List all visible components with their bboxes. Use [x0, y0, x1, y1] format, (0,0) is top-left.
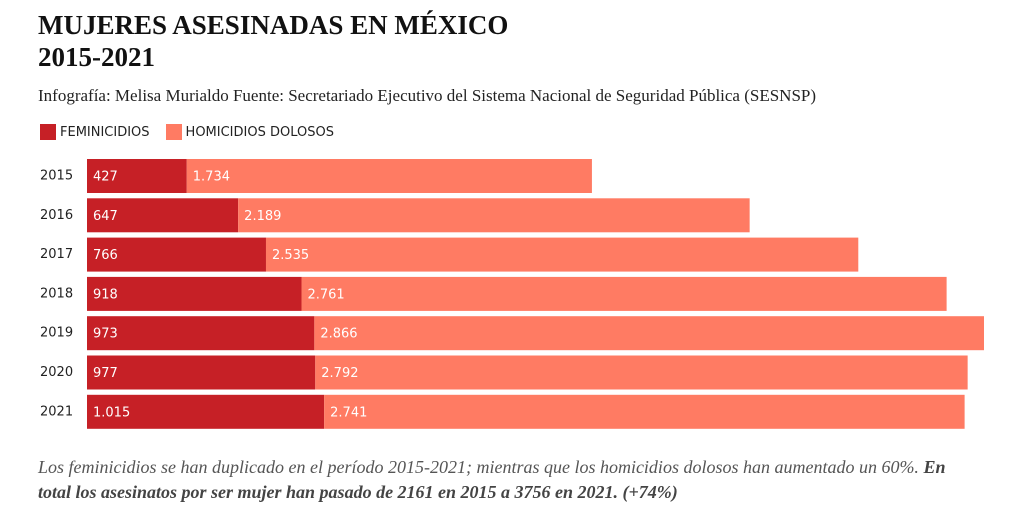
value-label: 2.792: [321, 366, 358, 381]
value-label: 973: [93, 327, 118, 342]
legend: FEMINICIDIOS HOMICIDIOS DOLOSOS: [40, 124, 334, 140]
chart-title: MUJERES ASESINADAS EN MÉXICO: [38, 10, 509, 40]
value-label: 427: [93, 170, 118, 185]
y-tick-label: 2018: [40, 286, 73, 301]
bar-segment: [87, 316, 315, 351]
value-label: 2.866: [320, 327, 357, 342]
legend-item: HOMICIDIOS DOLOSOS: [165, 124, 334, 140]
legend-label: HOMICIDIOS DOLOSOS: [185, 124, 334, 140]
bar-segment: [265, 237, 859, 272]
bar-segment: [314, 316, 984, 351]
y-tick-label: 2020: [40, 365, 73, 380]
bar-segment: [87, 198, 239, 233]
bar-segment: [87, 237, 266, 272]
bar-segment: [87, 159, 187, 193]
y-tick-label: 2017: [40, 247, 73, 262]
bar-segment: [301, 276, 947, 311]
value-label: 1.734: [193, 170, 230, 185]
bar-segment: [238, 198, 750, 233]
note-text: Los feminicidios se han duplicado en el …: [38, 457, 919, 477]
legend-swatch: [165, 124, 182, 140]
bar-segment: [87, 355, 316, 390]
bar-segment: [87, 394, 325, 429]
value-label: 647: [93, 209, 118, 224]
y-tick-label: 2016: [40, 208, 73, 223]
value-label: 2.535: [272, 248, 309, 263]
value-label: 1.015: [93, 405, 130, 420]
chart: 2015 427 1.734 2016 647 2.189 2017 766 2.535 2018…: [40, 159, 984, 429]
value-label: 766: [93, 248, 118, 263]
value-label: 2.189: [244, 209, 281, 224]
note-bold: En total los asesinatos por ser mujer ha…: [38, 457, 946, 502]
bar-segment: [87, 276, 302, 311]
bar-segment: [315, 355, 968, 390]
legend-item: FEMINICIDIOS: [40, 124, 150, 140]
value-label: 918: [93, 287, 118, 302]
bar-segment: [186, 159, 592, 193]
y-tick-label: 2019: [40, 326, 73, 341]
value-label: 2.761: [307, 287, 344, 302]
chart-title: 2015-2021: [38, 42, 155, 72]
subtitle: Infografía: Melisa Murialdo Fuente: Secr…: [38, 86, 817, 105]
y-tick-label: 2021: [40, 404, 73, 419]
legend-swatch: [40, 124, 56, 140]
y-tick-label: 2015: [40, 169, 73, 184]
note: Los feminicidios se han duplicado en el …: [38, 455, 958, 505]
value-label: 2.741: [330, 405, 367, 420]
bar-segment: [324, 394, 965, 429]
value-label: 977: [93, 366, 118, 381]
legend-label: FEMINICIDIOS: [60, 124, 150, 140]
